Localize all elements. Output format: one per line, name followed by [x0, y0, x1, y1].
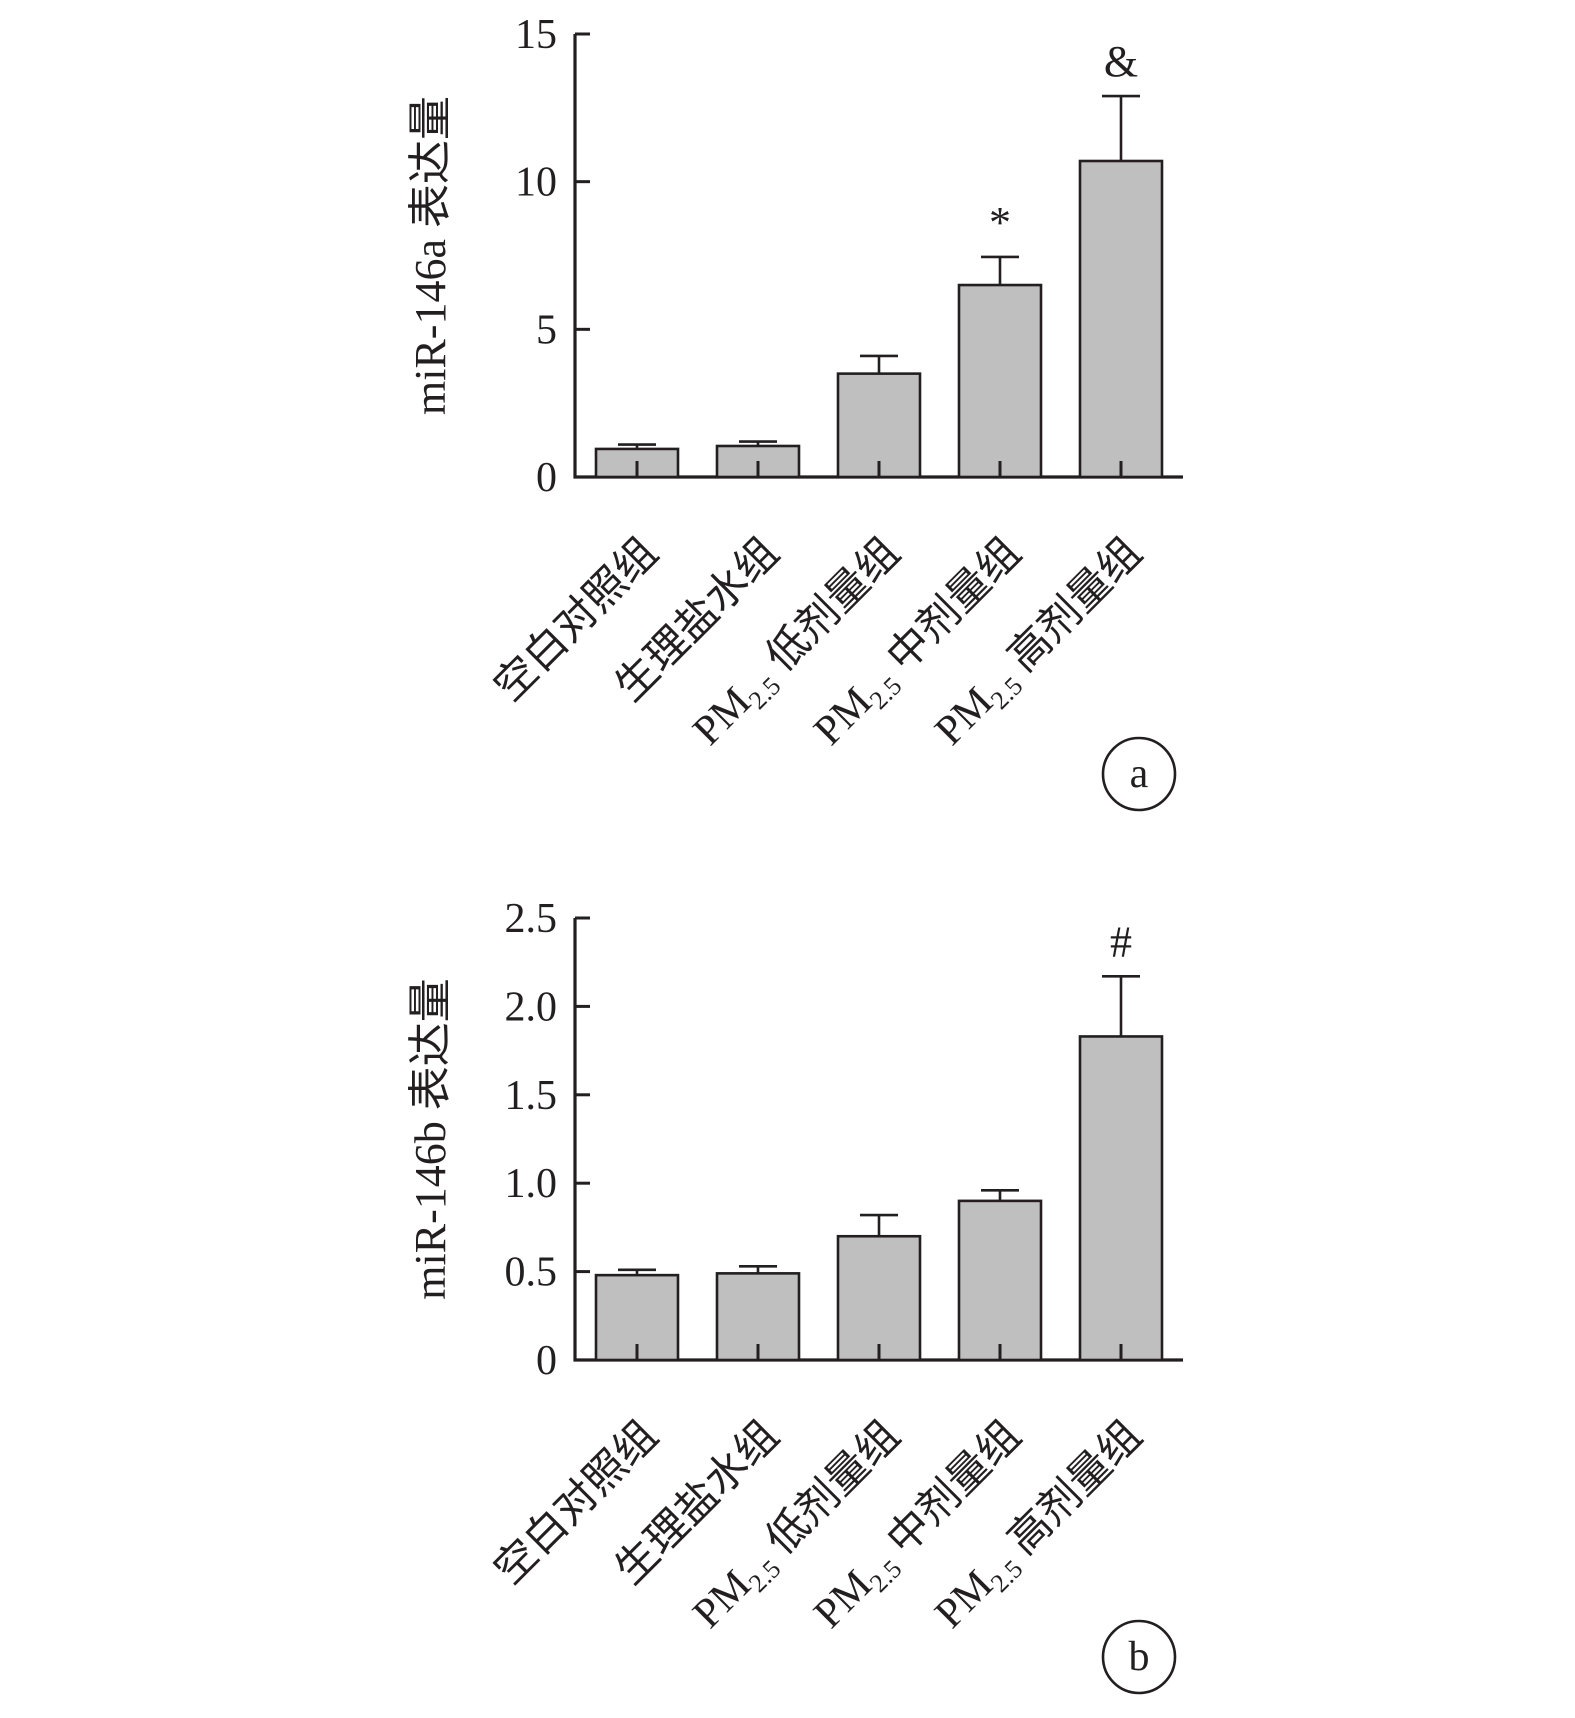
- y-tick-label: 1.0: [505, 1161, 558, 1207]
- panel-label-circle: [1101, 736, 1177, 812]
- significance-mark: *: [989, 198, 1011, 247]
- y-tick-label: 0.5: [505, 1250, 558, 1296]
- y-tick-label: 2.5: [505, 896, 558, 942]
- x-tick-label: PM2.5 低剂量组: [684, 1413, 912, 1641]
- bar: [1078, 159, 1164, 479]
- y-tick-label: 15: [515, 12, 557, 58]
- y-tick-label: 2.0: [505, 984, 558, 1030]
- x-tick-label: PM2.5 低剂量组: [684, 530, 912, 758]
- x-tick-label: PM2.5 中剂量组: [805, 530, 1033, 758]
- y-tick-label: 0: [536, 455, 557, 501]
- y-axis-title: miR-146a 表达量: [406, 96, 455, 415]
- panel-label-circle: [1101, 1619, 1177, 1695]
- x-tick-label: PM2.5 高剂量组: [926, 1413, 1154, 1641]
- y-axis-title: miR-146b 表达量: [406, 978, 455, 1299]
- bar: [957, 283, 1043, 479]
- significance-mark: #: [1110, 917, 1132, 966]
- bar: [1078, 1035, 1164, 1362]
- x-tick-label: PM2.5 高剂量组: [926, 530, 1154, 758]
- significance-mark: &: [1104, 37, 1138, 86]
- y-tick-label: 0: [536, 1338, 557, 1384]
- y-tick-label: 1.5: [505, 1073, 558, 1119]
- bar: [836, 1234, 922, 1362]
- bar: [957, 1199, 1043, 1362]
- x-tick-label: PM2.5 中剂量组: [805, 1413, 1033, 1641]
- y-tick-label: 5: [536, 307, 557, 353]
- y-tick-label: 10: [515, 160, 557, 206]
- panel-label: b: [1129, 1634, 1150, 1680]
- panel-label: a: [1130, 751, 1149, 797]
